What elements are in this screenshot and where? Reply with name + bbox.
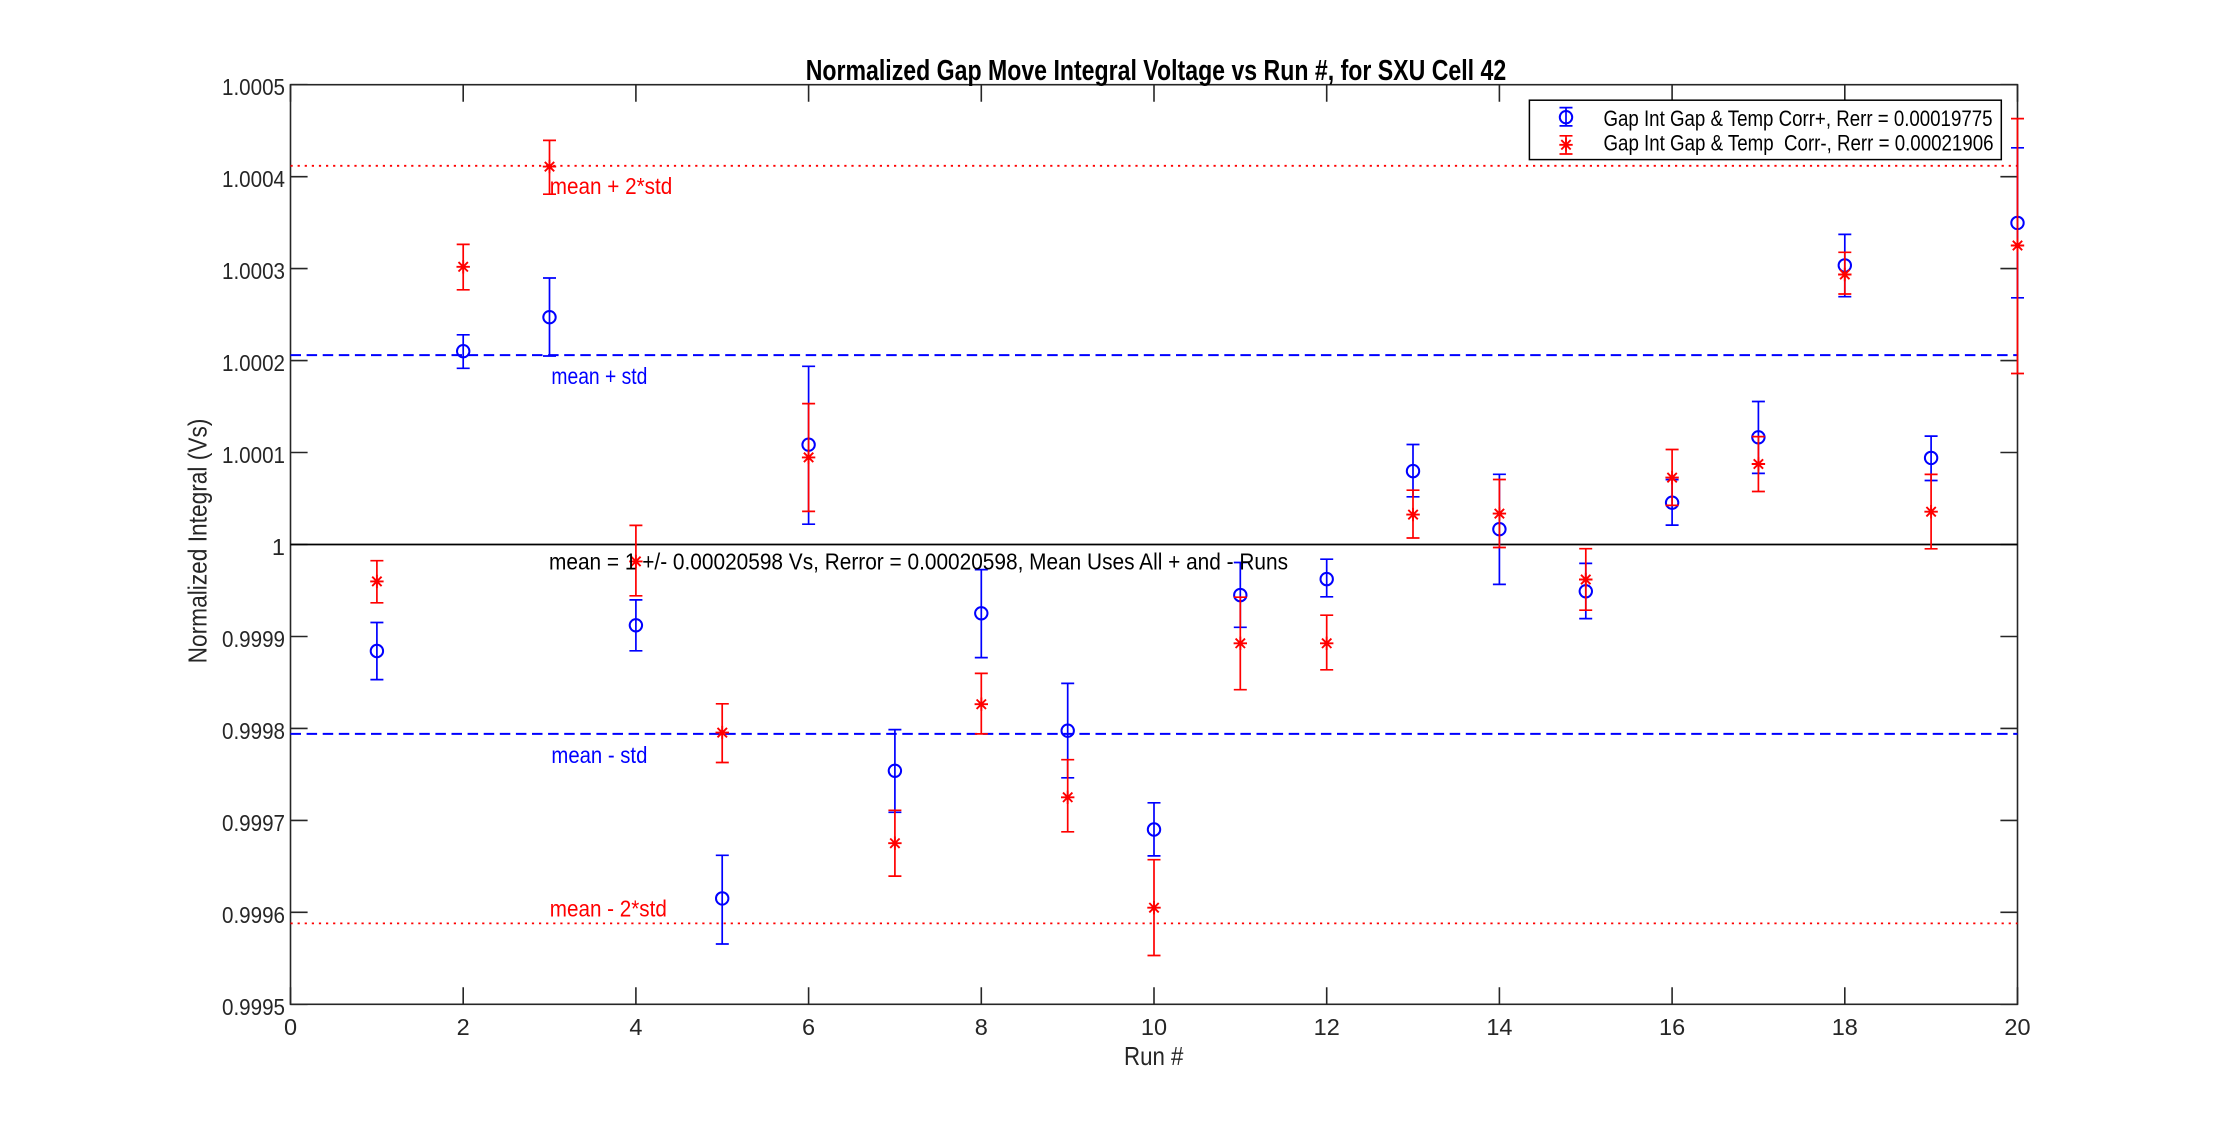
svg-text:Gap Int Gap & Temp Corr+, Rerr: Gap Int Gap & Temp Corr+, Rerr = 0.00019… bbox=[1604, 106, 1993, 131]
svg-text:10: 10 bbox=[1141, 1014, 1167, 1040]
svg-text:1.0001: 1.0001 bbox=[222, 442, 285, 468]
svg-text:16: 16 bbox=[1659, 1014, 1685, 1040]
svg-text:0.9997: 0.9997 bbox=[222, 810, 285, 836]
svg-text:mean = 1 +/- 0.00020598 Vs, Re: mean = 1 +/- 0.00020598 Vs, Rerror = 0.0… bbox=[549, 549, 1288, 575]
svg-text:mean - 2*std: mean - 2*std bbox=[550, 896, 667, 922]
svg-text:mean + std: mean + std bbox=[551, 363, 647, 389]
svg-text:0.9998: 0.9998 bbox=[222, 718, 285, 744]
svg-text:0.9995: 0.9995 bbox=[222, 994, 285, 1020]
svg-text:1.0004: 1.0004 bbox=[222, 166, 285, 192]
svg-text:1.0005: 1.0005 bbox=[222, 74, 285, 100]
svg-text:12: 12 bbox=[1314, 1014, 1340, 1040]
svg-text:0: 0 bbox=[284, 1014, 297, 1040]
svg-text:20: 20 bbox=[2004, 1014, 2030, 1040]
svg-text:18: 18 bbox=[1832, 1014, 1858, 1040]
svg-text:1.0002: 1.0002 bbox=[222, 350, 285, 376]
svg-text:14: 14 bbox=[1486, 1014, 1512, 1040]
svg-text:mean + 2*std: mean + 2*std bbox=[550, 173, 672, 199]
svg-text:2: 2 bbox=[457, 1014, 470, 1040]
svg-text:Gap Int Gap & Temp Corr-, Rer: Gap Int Gap & Temp Corr-, Rerr = 0.00021… bbox=[1604, 130, 1994, 155]
svg-text:mean - std: mean - std bbox=[551, 742, 647, 768]
svg-text:1: 1 bbox=[272, 534, 285, 560]
svg-text:Run #: Run # bbox=[1124, 1041, 1184, 1071]
svg-text:Normalized Gap Move Integral V: Normalized Gap Move Integral Voltage vs … bbox=[806, 55, 1506, 87]
svg-text:6: 6 bbox=[802, 1014, 815, 1040]
svg-text:Normalized Integral (Vs): Normalized Integral (Vs) bbox=[183, 419, 213, 664]
svg-text:1.0003: 1.0003 bbox=[222, 258, 285, 284]
svg-text:0.9999: 0.9999 bbox=[222, 626, 285, 652]
svg-text:4: 4 bbox=[629, 1014, 642, 1040]
svg-text:0.9996: 0.9996 bbox=[222, 902, 285, 928]
svg-text:8: 8 bbox=[975, 1014, 988, 1040]
